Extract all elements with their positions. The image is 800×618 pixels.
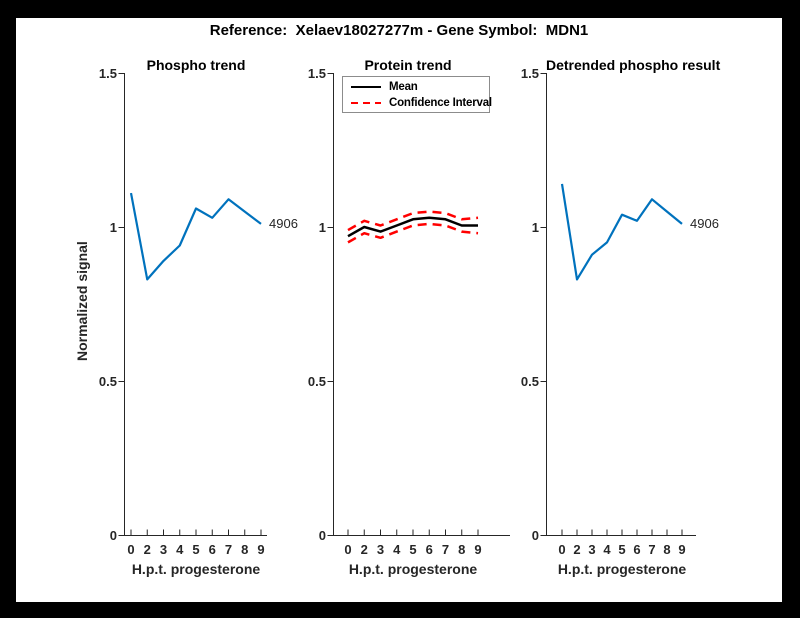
x-tick-label: 4: [393, 542, 401, 557]
x-tick-label: 3: [588, 542, 596, 557]
x-tick-label: 9: [678, 542, 686, 557]
y-tick-label: 0: [531, 528, 539, 543]
legend-label-mean: Mean: [389, 81, 418, 93]
subplot-detrended-phospho-result: Detrended phospho result H.p.t. progeste…: [506, 54, 766, 599]
figure-canvas: Reference: Xelaev18027277m - Gene Symbol…: [16, 18, 782, 602]
series-endpoint-label: 4906: [269, 215, 298, 231]
y-tick-label: 0: [318, 528, 326, 543]
y-tick-label: 1: [318, 220, 326, 235]
subplot-title-phospho-trend: Phospho trend: [146, 57, 246, 73]
x-tick-label: 3: [376, 542, 385, 557]
chart-canvas-0: [118, 73, 267, 536]
y-tick-label: 1.5: [98, 66, 117, 81]
axis-lines: [333, 73, 510, 536]
x-tick-label: 2: [573, 542, 581, 557]
y-tick-label: 0.5: [307, 374, 326, 389]
axis-lines: [124, 73, 267, 536]
x-tick-label: 8: [458, 542, 466, 557]
x-tick-label: 6: [208, 542, 216, 557]
axis-lines: [546, 73, 696, 536]
x-tick-label: 6: [633, 542, 641, 557]
x-tick-label: 8: [241, 542, 249, 557]
chart-canvas-2: [540, 73, 696, 536]
subplot-title-protein-trend: Protein trend: [364, 57, 452, 73]
x-tick-label: 5: [192, 542, 200, 557]
subplot-protein-trend: Protein trend Mean Confidence Interval H…: [293, 54, 553, 599]
x-tick-label: 0: [344, 542, 352, 557]
x-tick-label: 2: [143, 542, 151, 557]
x-axis-label: H.p.t. progesterone: [348, 561, 478, 577]
x-tick-label: 7: [441, 542, 450, 557]
x-tick-label: 4: [176, 542, 184, 557]
x-axis-label: H.p.t. progesterone: [131, 561, 261, 577]
x-tick-label: 2: [360, 542, 368, 557]
x-tick-label: 7: [648, 542, 656, 557]
series-line-mean: [347, 216, 478, 238]
x-tick-label: 9: [474, 542, 482, 557]
mean-line-sample-icon: [351, 86, 381, 88]
x-tick-label: 7: [224, 542, 233, 557]
legend: Mean Confidence Interval: [342, 76, 492, 113]
x-tick-label: 6: [425, 542, 433, 557]
legend-item-mean: Mean: [343, 79, 489, 95]
figure-title: Reference: Xelaev18027277m - Gene Symbol…: [209, 22, 589, 39]
y-tick-label: 0.5: [98, 374, 117, 389]
y-tick-label: 0.5: [520, 374, 539, 389]
y-tick-label: 0: [109, 528, 117, 543]
series-line-4906: [560, 183, 683, 281]
x-axis-label: H.p.t. progesterone: [557, 561, 687, 577]
subplot-phospho-trend: Phospho trend H.p.t. progesterone 0 0.5 1 1…: [84, 54, 334, 599]
y-tick-label: 1.5: [307, 66, 326, 81]
y-tick-label: 1: [531, 220, 539, 235]
confidence-interval-line-sample-icon: [351, 101, 381, 105]
y-tick-label: 1: [109, 220, 117, 235]
series-endpoint-label: 4906: [690, 215, 719, 231]
x-tick-label: 9: [257, 542, 265, 557]
subplot-title-detrended-phospho-result: Detrended phospho result: [546, 57, 721, 73]
series-line-4906: [129, 192, 262, 281]
legend-label-confidence-interval: Confidence Interval: [389, 97, 492, 109]
chart-canvas-1: [327, 73, 510, 536]
y-tick-label: 1.5: [520, 66, 539, 81]
x-tick-label: 4: [603, 542, 611, 557]
x-tick-label: 5: [618, 542, 626, 557]
x-tick-label: 5: [409, 542, 417, 557]
x-tick-label: 8: [663, 542, 671, 557]
x-tick-label: 0: [558, 542, 566, 557]
x-tick-label: 3: [159, 542, 168, 557]
x-tick-label: 0: [127, 542, 135, 557]
legend-item-confidence-interval: Confidence Interval: [343, 95, 492, 111]
